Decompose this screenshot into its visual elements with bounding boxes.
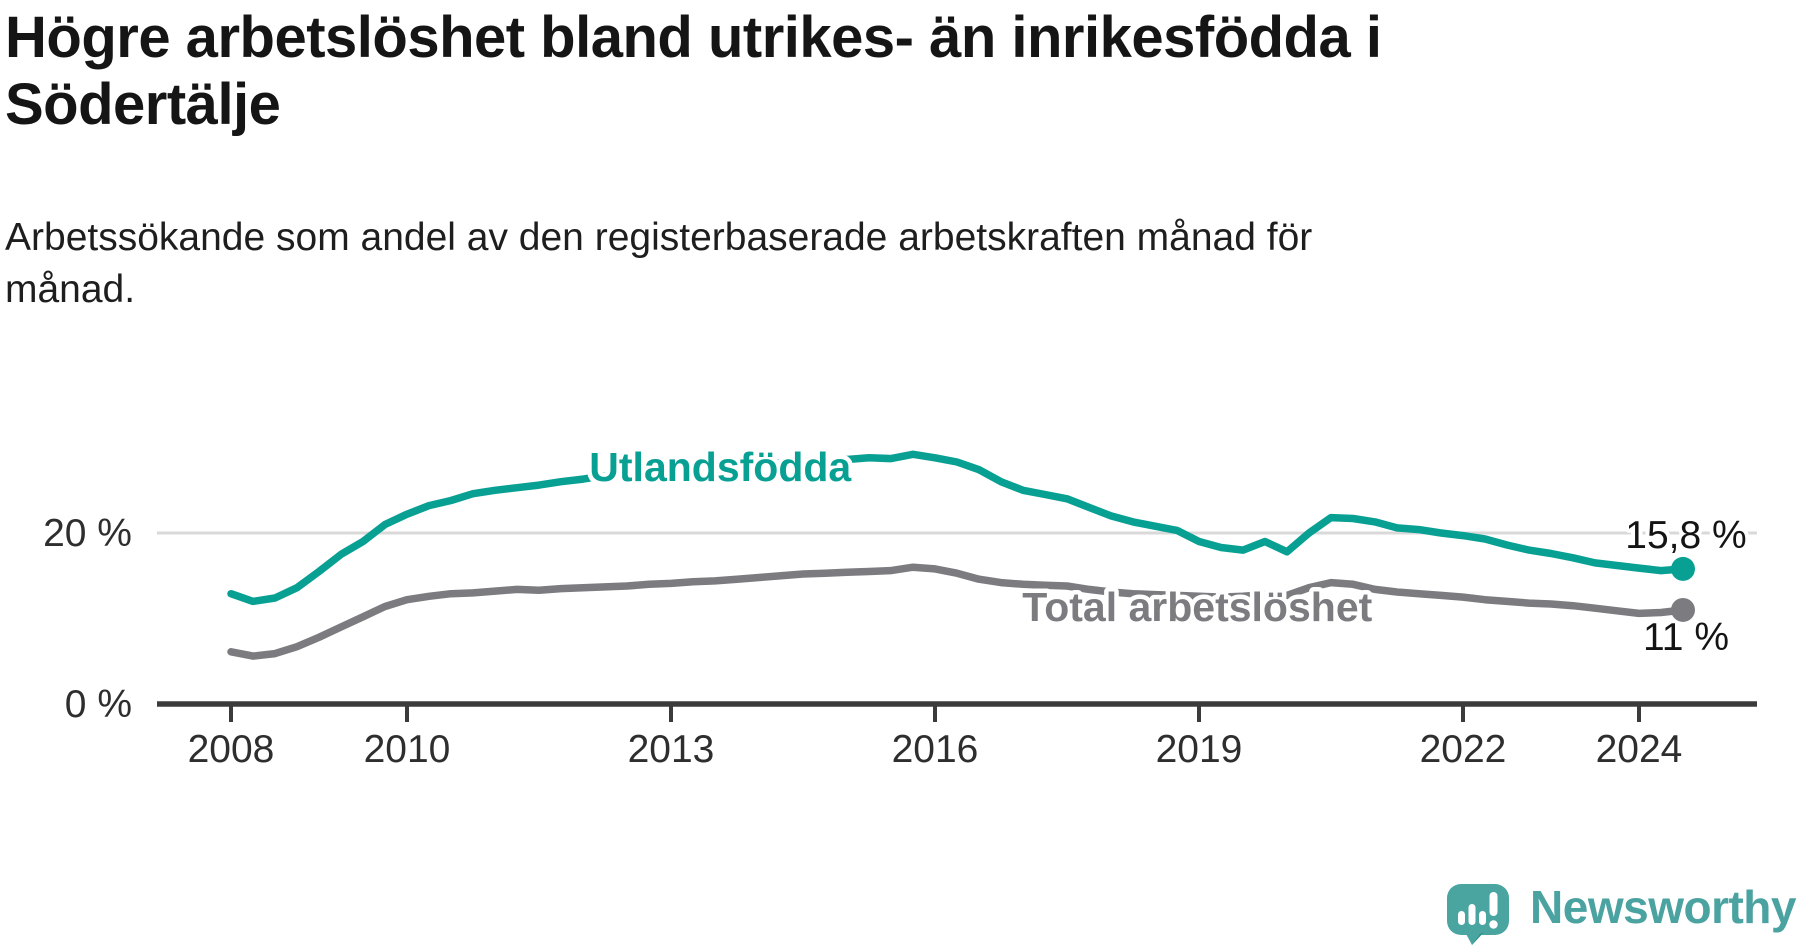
page-title-line-2: Södertälje bbox=[5, 72, 281, 138]
x-tick-label: 2016 bbox=[892, 728, 979, 771]
chart-subtitle: Arbetssökande som andel av den registerb… bbox=[5, 212, 1312, 317]
page-title: Högre arbetslöshet bland utrikes- än inr… bbox=[5, 4, 1382, 139]
end-dot-total-arbetsloshet bbox=[1671, 597, 1695, 622]
chart-subtitle-line-1: Arbetssökande som andel av den registerb… bbox=[5, 216, 1313, 259]
series-line-total-arbetsloshet bbox=[227, 563, 1687, 660]
x-tick-label: 2019 bbox=[1156, 728, 1243, 771]
x-tick-label: 2022 bbox=[1420, 728, 1507, 771]
x-tick-label: 2010 bbox=[364, 728, 451, 771]
brand-name: Newsworthy bbox=[1530, 881, 1796, 933]
y-axis-label: 0 % bbox=[65, 683, 132, 726]
y-axis-label: 20 % bbox=[43, 512, 132, 555]
series-label-total-arbetsloshet: Total arbetslöshet bbox=[1022, 584, 1372, 630]
end-value-label-total-arbetsloshet: 11 % bbox=[1643, 616, 1729, 659]
x-tick-label: 2013 bbox=[628, 728, 715, 771]
page-title-line-1: Högre arbetslöshet bland utrikes- än inr… bbox=[5, 5, 1382, 70]
end-dot-utlandsfodda bbox=[1671, 556, 1695, 581]
x-tick-label: 2008 bbox=[188, 728, 275, 771]
series-label-utlandsfodda: Utlandsfödda bbox=[589, 444, 852, 490]
brand-footer: Newsworthy bbox=[1444, 882, 1796, 946]
x-tick-label: 2024 bbox=[1596, 728, 1683, 771]
newsworthy-logo-icon bbox=[1447, 884, 1510, 945]
chart-subtitle-line-2: månad. bbox=[5, 268, 136, 312]
end-value-label-utlandsfodda: 15,8 % bbox=[1625, 514, 1746, 557]
series-line-utlandsfodda bbox=[227, 450, 1687, 606]
